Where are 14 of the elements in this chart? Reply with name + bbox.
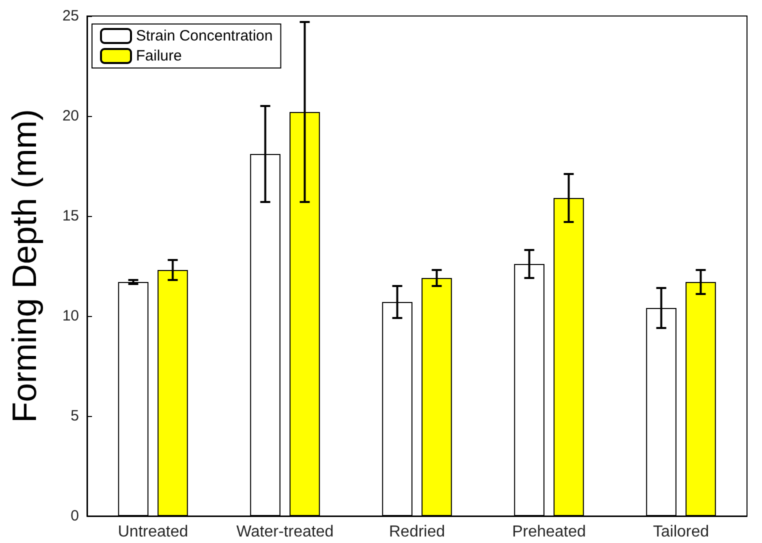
- x-tick-label: Water-treated: [236, 524, 334, 540]
- y-axis-title: Forming Depth (mm): [6, 109, 44, 423]
- y-tick-label: 20: [62, 108, 79, 124]
- y-tick-label: 10: [62, 308, 79, 324]
- y-tick-label: 5: [70, 408, 79, 424]
- y-tick-label: 25: [62, 8, 79, 24]
- y-tick-label: 15: [62, 208, 79, 224]
- x-tick-label: Untreated: [118, 524, 188, 540]
- legend-label: Strain Concentration: [136, 28, 273, 44]
- legend-label: Failure: [136, 48, 182, 64]
- y-tick-label: 0: [70, 508, 79, 524]
- x-tick-label: Redried: [388, 524, 446, 540]
- x-tick-label: Tailored: [652, 524, 710, 540]
- x-tick-label: Preheated: [512, 524, 586, 540]
